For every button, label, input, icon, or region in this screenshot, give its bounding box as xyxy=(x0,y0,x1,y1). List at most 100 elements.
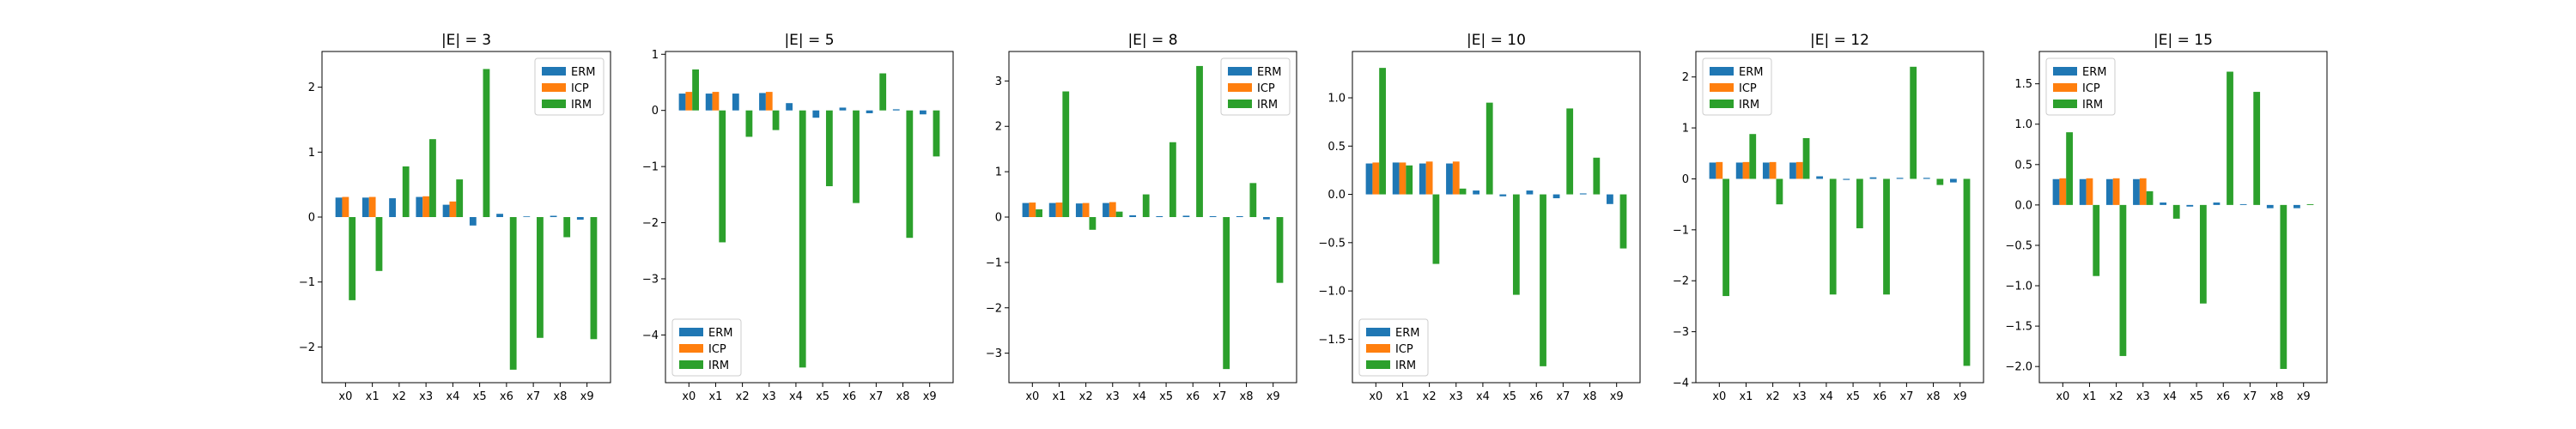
x-tick-label: x8 xyxy=(1583,390,1597,403)
bar-irm-x9 xyxy=(2306,203,2314,205)
bar-irm-x6 xyxy=(1540,194,1546,366)
x-tick-label: x8 xyxy=(1927,390,1941,403)
x-tick-label: x7 xyxy=(526,390,540,403)
bar-irm-x0 xyxy=(2066,132,2073,205)
legend-label-irm: IRM xyxy=(1395,360,1416,372)
legend-label-icp: ICP xyxy=(1739,82,1757,95)
x-tick-label: x2 xyxy=(1766,390,1780,403)
subplot-title: |E| = 15 xyxy=(2154,32,2213,49)
y-tick-label: 1 xyxy=(308,147,315,160)
legend-label-irm: IRM xyxy=(1257,99,1278,112)
bar-irm-x0 xyxy=(1722,178,1729,297)
y-tick-label: −1.5 xyxy=(1318,334,1346,347)
legend-swatch-erm xyxy=(542,67,566,76)
bar-irm-x1 xyxy=(1406,165,1413,195)
legend-label-icp: ICP xyxy=(1395,343,1413,356)
x-tick-label: x6 xyxy=(2216,390,2230,403)
legend-label-erm: ERM xyxy=(571,66,595,79)
x-tick-label: x8 xyxy=(1240,390,1254,403)
x-tick-label: x6 xyxy=(1873,390,1886,403)
x-tick-label: x3 xyxy=(1793,390,1807,403)
y-tick-label: −0.5 xyxy=(2005,239,2032,252)
legend: ERM ICP IRM xyxy=(1358,318,1429,377)
bar-irm-x6 xyxy=(509,217,517,370)
x-tick-label: x1 xyxy=(2082,390,2096,403)
bar-irm-x3 xyxy=(1115,211,1123,217)
subplot-title: |E| = 8 xyxy=(1127,32,1177,49)
bar-erm-x5 xyxy=(1156,215,1163,217)
legend-label-irm: IRM xyxy=(1739,99,1759,112)
bar-erm-x4 xyxy=(786,103,793,111)
y-tick-label: −2 xyxy=(642,217,659,230)
x-tick-label: x6 xyxy=(1186,390,1200,403)
subplot-title: |E| = 5 xyxy=(784,32,834,49)
bar-erm-x6 xyxy=(1182,215,1190,217)
bar-irm-x8 xyxy=(1593,157,1601,195)
bar-irm-x4 xyxy=(799,110,806,368)
x-tick-label: x5 xyxy=(1503,390,1516,403)
y-tick-label: −4 xyxy=(1673,378,1689,390)
bar-erm-x5 xyxy=(1499,194,1507,196)
bar-irm-x8 xyxy=(906,110,914,239)
y-tick-label: −0.5 xyxy=(1318,237,1346,250)
bar-erm-x0 xyxy=(678,94,686,111)
bar-irm-x8 xyxy=(563,217,571,238)
bar-icp-x3 xyxy=(2139,178,2147,205)
bar-erm-x0 xyxy=(2052,178,2060,205)
bar-erm-x8 xyxy=(1236,215,1243,217)
bar-irm-x4 xyxy=(1142,194,1150,217)
bar-irm-x3 xyxy=(429,139,436,217)
subplot-title: |E| = 10 xyxy=(1467,32,1526,49)
x-tick-label: x1 xyxy=(366,390,380,403)
x-tick-label: x8 xyxy=(2270,390,2284,403)
bar-irm-x4 xyxy=(1829,178,1837,295)
x-tick-label: x7 xyxy=(2243,390,2257,403)
y-tick-label: −1.0 xyxy=(2005,281,2032,293)
bar-erm-x6 xyxy=(2213,202,2221,205)
legend: ERM ICP IRM xyxy=(2045,57,2116,116)
bar-erm-x1 xyxy=(1735,162,1743,179)
bar-icp-x1 xyxy=(712,92,720,111)
bar-irm-x2 xyxy=(745,110,753,137)
bar-irm-x5 xyxy=(1512,194,1520,295)
bar-irm-x9 xyxy=(1276,217,1284,283)
bar-irm-x1 xyxy=(1062,91,1070,217)
y-tick-label: 3 xyxy=(995,76,1002,88)
bar-erm-x2 xyxy=(1419,163,1426,195)
bar-erm-x0 xyxy=(335,197,343,217)
x-tick-label: x8 xyxy=(553,390,567,403)
bar-erm-x2 xyxy=(732,94,739,111)
bar-erm-x3 xyxy=(1446,163,1453,195)
bar-irm-x2 xyxy=(2119,204,2127,356)
bar-icp-x1 xyxy=(2086,178,2093,205)
bar-irm-x9 xyxy=(933,110,940,157)
x-tick-label: x3 xyxy=(1449,390,1463,403)
bar-icp-x1 xyxy=(1399,162,1406,195)
y-tick-label: −2 xyxy=(986,302,1002,315)
bar-erm-x2 xyxy=(1762,162,1770,179)
bar-icp-x0 xyxy=(2059,178,2067,205)
bar-icp-x1 xyxy=(1055,202,1063,217)
y-tick-label: −1 xyxy=(1673,224,1689,237)
x-tick-label: x7 xyxy=(1899,390,1913,403)
bar-erm-x6 xyxy=(1869,177,1877,179)
bar-irm-x7 xyxy=(1223,217,1230,370)
bar-erm-x7 xyxy=(1552,194,1560,199)
legend-label-erm: ERM xyxy=(1257,66,1281,79)
legend-label-icp: ICP xyxy=(2082,82,2100,95)
legend-swatch-irm xyxy=(2053,100,2077,108)
bar-irm-x5 xyxy=(1169,142,1176,217)
bar-erm-x3 xyxy=(416,196,423,217)
x-tick-label: x4 xyxy=(789,390,803,403)
bar-icp-x0 xyxy=(342,196,349,217)
bar-erm-x4 xyxy=(1473,190,1480,195)
bar-irm-x9 xyxy=(1619,194,1627,249)
bar-erm-x0 xyxy=(1365,163,1373,195)
legend-label-icp: ICP xyxy=(708,343,726,356)
bar-icp-x2 xyxy=(1769,161,1777,179)
y-tick-label: 0.5 xyxy=(2014,159,2032,172)
bar-irm-x3 xyxy=(2146,190,2154,205)
legend-swatch-icp xyxy=(1366,344,1390,353)
x-tick-label: x4 xyxy=(1133,390,1146,403)
y-tick-label: 0.5 xyxy=(1327,141,1346,154)
